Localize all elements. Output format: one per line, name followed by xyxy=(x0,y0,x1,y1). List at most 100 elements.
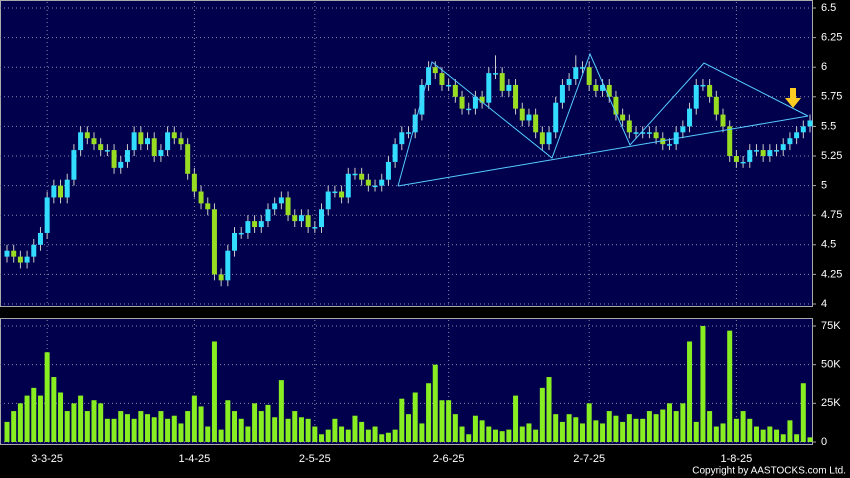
candle-body xyxy=(372,185,378,188)
volume-bar xyxy=(98,403,104,442)
candle-body xyxy=(747,150,753,162)
candle-body xyxy=(780,144,786,151)
candle-body xyxy=(98,144,104,151)
candle-body xyxy=(392,144,398,162)
candle-body xyxy=(774,150,780,152)
candle-body xyxy=(513,84,519,109)
volume-bar xyxy=(646,411,652,442)
volume-bar xyxy=(579,423,585,442)
candle-body xyxy=(633,132,639,134)
y-tick-label: 4.5 xyxy=(821,239,836,251)
volume-bar xyxy=(312,426,318,442)
candle-body xyxy=(680,126,686,133)
volume-bar xyxy=(626,414,632,442)
volume-bar xyxy=(238,418,244,442)
volume-bar xyxy=(379,434,385,442)
x-tick-label: 3-3-25 xyxy=(31,453,63,465)
volume-bar xyxy=(519,426,525,442)
volume-bar xyxy=(51,377,57,442)
volume-bar xyxy=(4,421,10,442)
candle-body xyxy=(298,215,304,222)
volume-bar xyxy=(37,395,43,442)
candle-body xyxy=(506,84,512,91)
volume-bar xyxy=(713,426,719,442)
volume-bar xyxy=(211,341,217,442)
volume-bar xyxy=(111,418,117,442)
candle-body xyxy=(278,197,284,204)
candle-body xyxy=(620,114,626,121)
candle-body xyxy=(479,96,485,103)
volume-bar xyxy=(359,421,365,442)
volume-bar xyxy=(633,418,639,442)
candle-body xyxy=(198,191,204,204)
candle-body xyxy=(693,84,699,109)
copyright: Copyright by AASTOCKS.com Ltd. xyxy=(692,466,846,477)
volume-bar xyxy=(232,411,238,442)
y-tick-label: 4.75 xyxy=(821,209,842,221)
candle-body xyxy=(439,73,445,85)
candle-body xyxy=(44,197,50,233)
candle-body xyxy=(158,150,164,156)
candle-body xyxy=(559,84,565,103)
volume-bar xyxy=(727,330,733,442)
candle-body xyxy=(218,274,224,281)
volume-bar xyxy=(84,411,90,442)
candle-body xyxy=(606,84,612,97)
volume-bar xyxy=(178,423,184,442)
volume-bar xyxy=(352,415,358,442)
candle-body xyxy=(519,108,525,121)
candle-body xyxy=(138,132,144,145)
volume-bar xyxy=(486,426,492,442)
candle-body xyxy=(646,132,652,134)
volume-bar xyxy=(693,421,699,442)
candle-body xyxy=(11,250,17,257)
volume-bar xyxy=(31,387,37,442)
volume-bar xyxy=(533,429,539,442)
candle-body xyxy=(533,114,539,133)
candle-body xyxy=(459,96,465,109)
candle-body xyxy=(319,209,325,228)
volume-bar xyxy=(305,418,311,442)
volume-bar xyxy=(419,423,425,442)
volume-bar xyxy=(733,418,739,442)
volume-bar xyxy=(365,429,371,442)
volume-bar xyxy=(753,426,759,442)
candle-body xyxy=(225,250,231,281)
candle-body xyxy=(727,126,733,156)
candle-body xyxy=(486,73,492,103)
volume-bar xyxy=(44,352,50,442)
volume-bar xyxy=(158,411,164,442)
y-tick-label: 6.5 xyxy=(821,2,836,14)
volume-bar xyxy=(131,418,137,442)
candle-body xyxy=(64,179,70,198)
plot-layer xyxy=(0,2,816,444)
candle-body xyxy=(767,150,773,156)
volume-bar xyxy=(198,406,204,442)
volume-bar xyxy=(740,411,746,442)
volume-bar xyxy=(165,418,171,442)
volume-bar xyxy=(191,395,197,442)
candle-body xyxy=(579,67,585,69)
candle-body xyxy=(593,84,599,91)
candle-body xyxy=(446,84,452,87)
candle-body xyxy=(272,203,278,210)
candle-body xyxy=(325,191,331,210)
volume-bar xyxy=(245,426,251,442)
volume-bar xyxy=(466,434,472,442)
volume-bar xyxy=(225,400,231,442)
volume-bar xyxy=(606,411,612,442)
volume-bar xyxy=(145,414,151,442)
volume-bar xyxy=(760,429,766,442)
candle-body xyxy=(232,232,238,251)
candle-body xyxy=(71,150,77,180)
volume-bar xyxy=(385,432,391,442)
candle-body xyxy=(31,244,37,257)
y-tick-label: 0 xyxy=(821,436,827,448)
volume-bar xyxy=(707,411,713,442)
candle-body xyxy=(51,185,57,198)
candle-body xyxy=(379,179,385,186)
volume-bar xyxy=(406,414,411,442)
volume-bar xyxy=(104,418,110,442)
volume-bar xyxy=(439,400,445,442)
